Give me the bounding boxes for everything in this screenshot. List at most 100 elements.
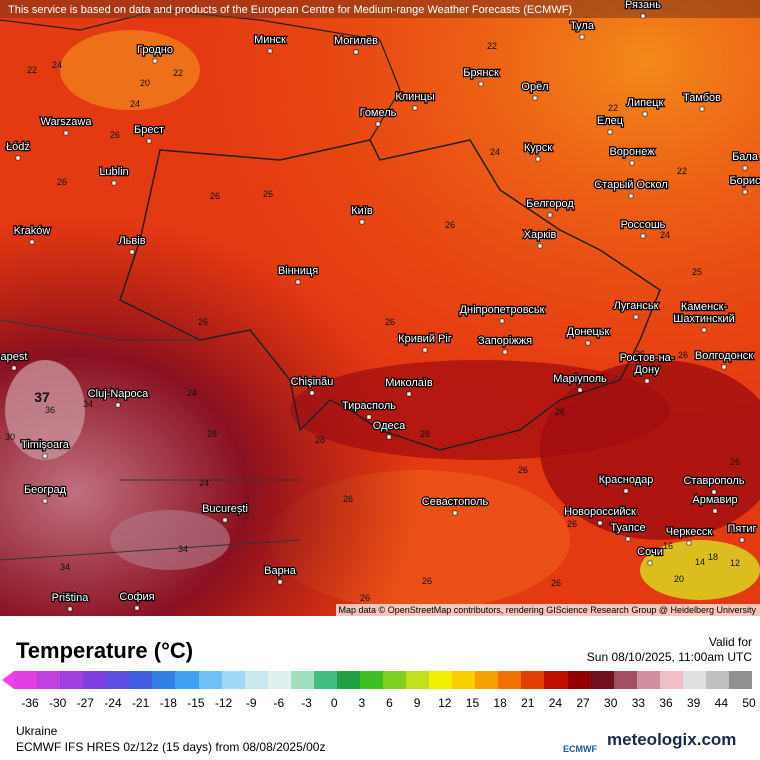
- legend-swatch: [406, 671, 430, 689]
- city-dot: [67, 606, 73, 612]
- map-value: 26: [198, 317, 208, 327]
- legend-swatch: [313, 671, 337, 689]
- city-dot: [701, 327, 707, 333]
- map-value: 28: [315, 435, 325, 445]
- city-dot: [63, 130, 69, 136]
- city-label: Краснодар: [599, 474, 654, 486]
- city-dot: [146, 138, 152, 144]
- city-dot: [15, 155, 21, 161]
- map-value: 30: [5, 432, 15, 442]
- map-value: 12: [730, 558, 740, 568]
- city-label: Курск: [524, 142, 552, 154]
- legend-tick-label: 18: [493, 696, 507, 710]
- city-dot: [547, 212, 553, 218]
- city-dot: [628, 193, 634, 199]
- city-dot: [412, 105, 418, 111]
- legend-swatch: [498, 671, 522, 689]
- city-dot: [359, 219, 365, 225]
- city-label: Timişoara: [21, 439, 70, 451]
- city-label: Старый Оскол: [594, 179, 668, 191]
- city-label: Ставрополь: [683, 475, 744, 487]
- map-value: 26: [422, 576, 432, 586]
- legend-tick-label: 9: [413, 696, 421, 710]
- map-value: 22: [173, 68, 183, 78]
- city-label: Каменск-: [681, 301, 728, 313]
- map-value: 18: [708, 552, 718, 562]
- city-dot: [701, 315, 707, 321]
- map-value: 22: [27, 65, 37, 75]
- city-dot: [111, 180, 117, 186]
- city-label: Орёл: [521, 81, 548, 93]
- legend-tick-label: -21: [131, 696, 150, 710]
- map-value: 26: [210, 191, 220, 201]
- city-dot: [640, 233, 646, 239]
- value-layer: 22 24 20 22 24 22 22 24 22 26 26 26 26 26 24 25 26 26 26 26…: [5, 41, 740, 603]
- map-value: 26: [518, 465, 528, 475]
- city-label: Севастополь: [422, 496, 489, 508]
- city-dot: [711, 489, 717, 495]
- legend-tick-label: -27: [76, 696, 94, 710]
- city-label: Вінниця: [278, 265, 318, 277]
- city-dot: [422, 347, 428, 353]
- city-label: Новороссийск: [564, 506, 636, 518]
- legend-swatch: [37, 671, 61, 689]
- city-dot: [353, 49, 359, 55]
- city-dot: [633, 314, 639, 320]
- city-label: Београд: [24, 484, 67, 496]
- city-label: Могилёв: [334, 35, 378, 47]
- legend-swatch: [383, 671, 407, 689]
- legend-swatch: [267, 671, 291, 689]
- city-label: Київ: [351, 205, 373, 217]
- city-dot: [406, 391, 412, 397]
- banner: This service is based on data and produc…: [8, 4, 572, 16]
- legend-tick-label: -3: [301, 696, 312, 710]
- city-label: Миколаїв: [385, 377, 433, 389]
- legend-tick-label: 12: [438, 696, 452, 710]
- legend-swatch: [475, 671, 499, 689]
- legend-swatch: [60, 671, 84, 689]
- city-dot: [29, 239, 35, 245]
- city-label: București: [202, 503, 248, 515]
- city-label: Харків: [524, 229, 557, 241]
- legend-tick-label: 44: [714, 696, 729, 710]
- legend-tick-label: 39: [687, 696, 701, 710]
- map-value: 26: [343, 494, 353, 504]
- city-label: Lublin: [99, 166, 128, 178]
- city-label: Липецк: [627, 97, 664, 109]
- map-value: 28: [207, 429, 217, 439]
- city-label: Брест: [134, 124, 164, 136]
- legend-tick-label: -12: [214, 696, 233, 710]
- city-label: Елец: [597, 115, 624, 127]
- map-value: 26: [263, 189, 273, 199]
- city-label: Львів: [118, 235, 145, 247]
- legend-tick-label: -6: [273, 696, 285, 710]
- city-dot: [129, 249, 135, 255]
- city-label: Донецьк: [567, 326, 610, 338]
- map-value: 24: [490, 147, 500, 157]
- city-dot: [309, 390, 315, 396]
- city-label: Гродно: [137, 44, 173, 56]
- city-label: Chişinău: [291, 376, 334, 388]
- city-dot: [366, 414, 372, 420]
- city-label: Рязань: [625, 0, 661, 11]
- legend-tick-label: 0: [330, 696, 338, 710]
- map-value: 26: [678, 350, 688, 360]
- legend-tick-label: -24: [104, 696, 122, 710]
- city-label: Варна: [264, 565, 297, 577]
- brand[interactable]: meteologix.com: [607, 730, 737, 749]
- city-dot: [452, 510, 458, 516]
- city-dot: [647, 560, 653, 566]
- city-label: Клинцы: [395, 91, 434, 103]
- legend-tick-label: 3: [358, 696, 366, 710]
- map-value: 24: [130, 99, 140, 109]
- city-label: Дніпропетровськ: [460, 304, 545, 316]
- city-label: Россошь: [621, 219, 666, 231]
- city-label: Cluj-Napoca: [88, 388, 149, 400]
- city-dot: [585, 340, 591, 346]
- city-layer: Минск Могилёв Гродно Брянск Орёл Тула Рязань Кл…: [0, 0, 760, 612]
- map-value: 24: [187, 388, 197, 398]
- city-dot: [11, 365, 17, 371]
- city-label: apest: [1, 351, 28, 363]
- map-value: 20: [140, 78, 150, 88]
- city-dot: [644, 378, 650, 384]
